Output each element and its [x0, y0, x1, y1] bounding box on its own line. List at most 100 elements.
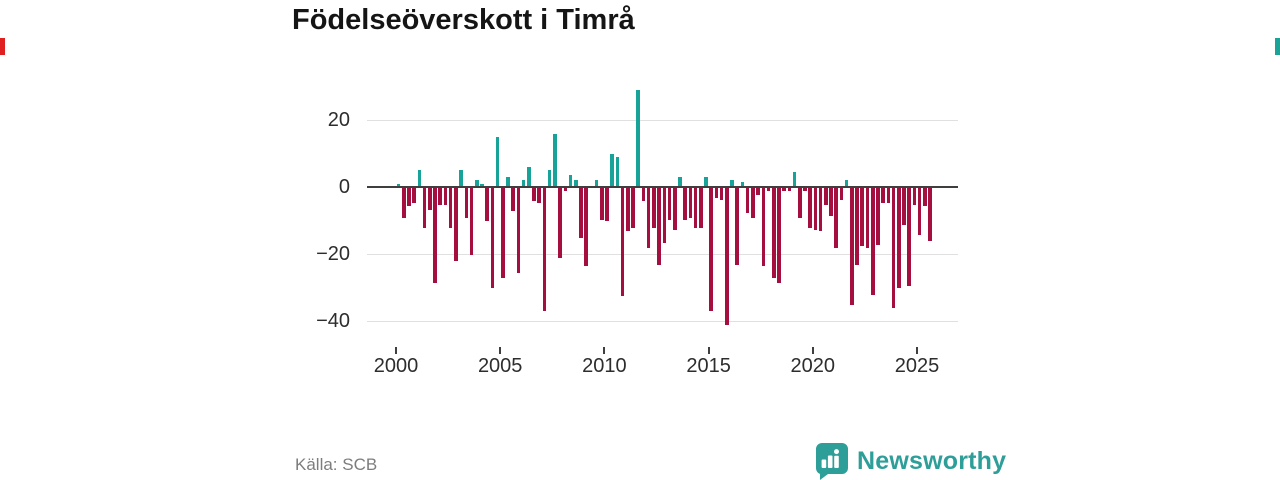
bar — [464, 188, 469, 219]
brand-name: Newsworthy — [857, 446, 1007, 475]
bar — [912, 188, 917, 205]
bar — [808, 188, 812, 229]
bar — [740, 181, 745, 187]
bar — [928, 188, 932, 242]
x-tick-label: 2025 — [894, 355, 940, 377]
bar — [730, 180, 734, 187]
bar — [813, 188, 818, 230]
bar — [917, 188, 922, 235]
y-tick-label: 20 — [327, 109, 350, 132]
bar — [516, 188, 521, 274]
bar — [438, 188, 443, 205]
bar — [745, 188, 750, 214]
bar — [725, 188, 729, 325]
x-tick — [707, 347, 710, 354]
bar — [417, 170, 422, 187]
bar — [803, 188, 807, 192]
bar — [558, 188, 562, 259]
bar — [756, 188, 760, 195]
bar — [896, 188, 901, 289]
bar — [678, 176, 682, 187]
bar — [829, 188, 833, 217]
gridline--20 — [367, 253, 958, 255]
bar — [636, 90, 641, 187]
bar — [771, 188, 776, 279]
bar — [777, 188, 781, 284]
bar — [485, 188, 489, 222]
bar — [818, 188, 823, 232]
bar — [855, 188, 859, 265]
gridline-20 — [367, 120, 958, 122]
bar — [563, 188, 568, 192]
bar — [662, 188, 667, 244]
x-tick — [499, 347, 502, 354]
y-tick-label: −40 — [316, 309, 350, 332]
bar — [553, 133, 557, 187]
bar — [584, 188, 588, 267]
bar — [698, 188, 703, 229]
bar — [542, 188, 547, 312]
bar — [787, 188, 792, 192]
bar — [412, 188, 417, 204]
bar — [433, 188, 437, 284]
bar — [527, 166, 531, 187]
chart-title: Födelseöverskott i Timrå — [292, 4, 635, 36]
bar — [428, 188, 432, 210]
bar — [501, 188, 505, 279]
bar — [568, 175, 573, 187]
bar — [797, 188, 802, 219]
bar — [599, 188, 604, 220]
x-tick — [603, 347, 606, 354]
bar — [683, 188, 687, 220]
bar — [615, 156, 620, 187]
bar — [719, 188, 724, 200]
bar — [704, 176, 708, 187]
x-tick-label: 2015 — [686, 355, 731, 377]
bar — [532, 188, 536, 202]
bar — [761, 188, 766, 267]
x-tick-label: 2010 — [582, 355, 627, 377]
bar — [782, 188, 786, 192]
bar — [870, 188, 875, 295]
bar — [396, 183, 401, 187]
bar — [844, 180, 849, 187]
brand-logo: Newsworthy — [813, 442, 1006, 480]
bar — [402, 188, 406, 219]
gridline--40 — [367, 320, 958, 322]
plot-area: 2000 2005 2010 2015 2020 2025 — [367, 70, 958, 380]
bar — [459, 170, 463, 187]
bar — [652, 188, 656, 229]
bar — [839, 188, 844, 200]
bar — [480, 183, 484, 187]
bar — [714, 188, 719, 198]
bar — [688, 188, 693, 219]
bar — [860, 188, 865, 247]
bar — [824, 188, 828, 205]
bar — [792, 171, 797, 187]
bar — [865, 188, 870, 249]
x-tick — [916, 347, 918, 354]
bar — [646, 188, 651, 249]
bar — [511, 188, 515, 212]
bar — [923, 188, 927, 207]
bar — [573, 180, 578, 187]
bar — [537, 188, 542, 204]
bar — [495, 136, 500, 187]
bar — [443, 188, 448, 205]
right-edge-accent — [1275, 38, 1280, 55]
bar — [641, 188, 646, 202]
bar — [881, 188, 885, 204]
bar — [422, 188, 427, 229]
bar — [626, 188, 630, 232]
bar — [620, 188, 625, 297]
bar — [448, 188, 453, 229]
bar — [521, 180, 526, 187]
bar — [766, 188, 771, 192]
bar — [751, 188, 755, 219]
x-tick-label: 2005 — [477, 355, 523, 377]
x-tick — [811, 347, 814, 354]
source-label: Källa: SCB — [295, 455, 378, 474]
bar — [672, 188, 677, 230]
bar — [902, 188, 906, 225]
